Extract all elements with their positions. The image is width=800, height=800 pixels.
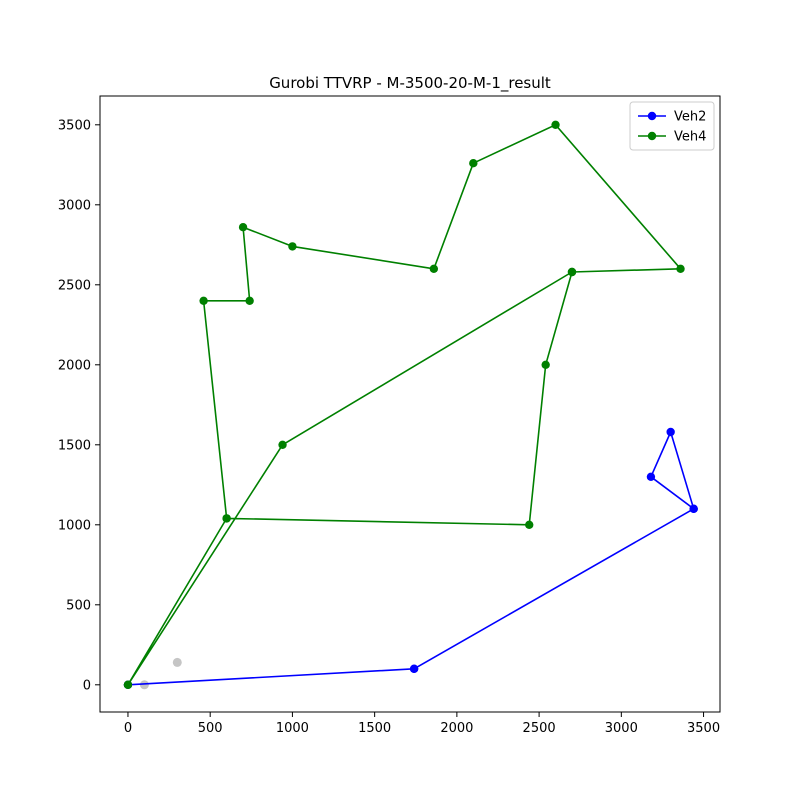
series-veh2 (123, 427, 698, 689)
y-tick-label: 0 (83, 678, 91, 693)
series-point (525, 520, 534, 529)
series-point (541, 360, 550, 369)
series-point (666, 427, 675, 437)
series-point (199, 296, 208, 305)
series-point (429, 264, 439, 273)
series-point (238, 223, 248, 232)
y-tick-label: 3500 (58, 118, 91, 133)
axis-ticks: 0 500 1000 1500 2000 2500 3000 3500 0 500 1000 1500… (58, 118, 720, 736)
series-point (245, 296, 254, 305)
legend-marker (647, 131, 657, 141)
series-point (689, 504, 698, 513)
plot-area (123, 120, 698, 690)
legend: Veh2 Veh4 (629, 101, 715, 151)
legend-item-veh4: Veh4 (638, 130, 706, 145)
chart-title: Gurobi TTVRP - M-3500-20-M-1_result (269, 74, 551, 93)
y-tick-label: 1500 (58, 438, 91, 453)
x-tick-label: 0 (124, 721, 132, 736)
x-tick-label: 3000 (605, 721, 638, 736)
series-point (288, 242, 297, 251)
legend-item-veh2: Veh2 (638, 110, 706, 125)
series-point (676, 264, 685, 273)
x-tick-label: 2500 (523, 721, 556, 736)
series-veh4 (123, 120, 685, 689)
series-point (123, 680, 133, 689)
legend-label: Veh4 (674, 130, 706, 145)
series-point (469, 159, 478, 168)
axes-frame (99, 95, 721, 713)
series-point (551, 120, 560, 129)
x-tick-label: 2000 (440, 721, 473, 736)
y-tick-label: 2000 (58, 358, 91, 373)
series-point (278, 440, 287, 449)
series-point (409, 664, 419, 673)
series-line (127, 431, 695, 686)
x-tick-label: 500 (198, 721, 223, 736)
x-tick-label: 1000 (276, 721, 309, 736)
legend-label: Veh2 (674, 110, 706, 125)
unvisited-point (172, 657, 182, 667)
series-point (567, 267, 577, 277)
series-point (222, 514, 231, 523)
series-point (646, 472, 656, 481)
y-tick-label: 500 (66, 598, 91, 613)
unvisited-point (139, 680, 149, 690)
y-tick-label: 3000 (58, 198, 91, 213)
legend-marker (647, 111, 657, 121)
x-tick-label: 3500 (687, 721, 720, 736)
y-tick-label: 1000 (58, 518, 91, 533)
x-tick-label: 1500 (358, 721, 391, 736)
y-tick-label: 2500 (58, 278, 91, 293)
